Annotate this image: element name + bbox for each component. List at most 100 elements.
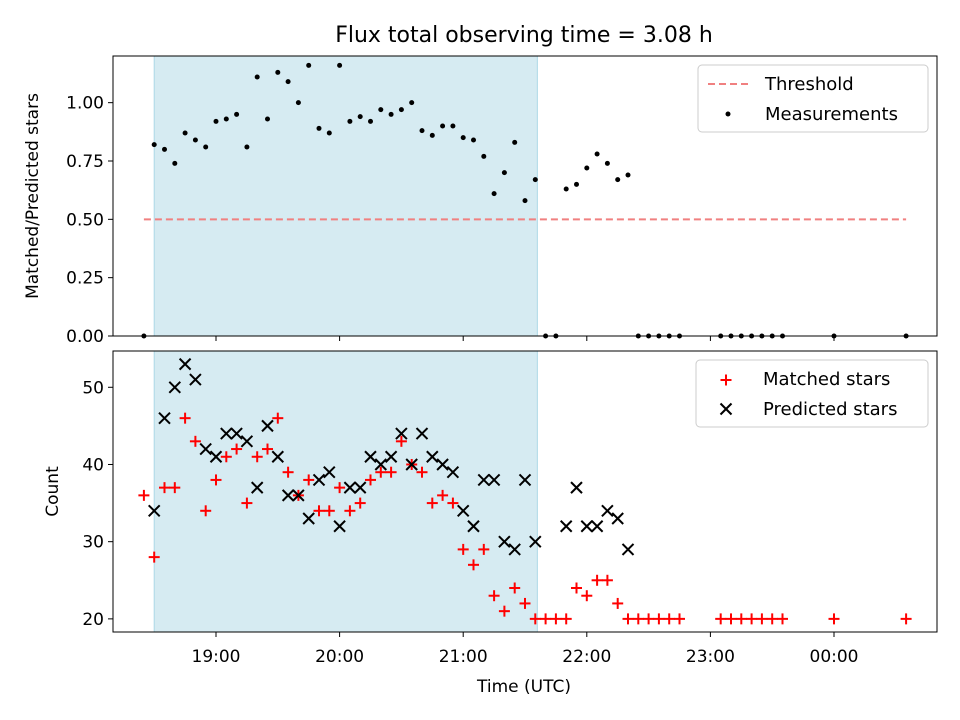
- predicted-star-point: [168, 381, 182, 394]
- matched-star-point: [303, 474, 315, 486]
- measurement-point: [615, 177, 621, 183]
- measurement-point: [574, 181, 579, 187]
- predicted-star-point: [518, 473, 532, 487]
- matched-star-point: [200, 505, 212, 517]
- legend-plus-marker: [720, 374, 732, 386]
- y-tick-label: 40: [82, 455, 104, 475]
- measurement-point: [429, 132, 435, 138]
- predicted-star-point: [220, 427, 233, 440]
- predicted-star-point: [601, 504, 614, 518]
- matched-star-point: [344, 505, 356, 517]
- legend-matched-swatch: [720, 374, 732, 386]
- measurement-point: [398, 107, 404, 113]
- matched-star-point: [251, 451, 263, 463]
- x-tick-label: 21:00: [439, 647, 488, 667]
- predicted-star-point: [621, 543, 635, 556]
- matched-star-point: [674, 613, 685, 625]
- measurement-point: [275, 69, 281, 75]
- predicted-star-point: [147, 504, 161, 518]
- measurement-point: [295, 100, 301, 106]
- measurement-point: [471, 137, 476, 143]
- matched-star-point: [179, 412, 191, 424]
- measurement-point: [151, 142, 157, 148]
- measurement-point: [265, 116, 270, 122]
- top-legend-box: [697, 64, 929, 133]
- matched-star-point: [159, 482, 170, 494]
- bottom-y-axis-label: Count: [43, 466, 63, 517]
- chart-title: Flux total observing time = 3.08 h: [335, 23, 713, 48]
- predicted-star-point: [487, 473, 501, 487]
- measurements-series: [141, 62, 909, 339]
- measurement-point: [326, 130, 332, 136]
- matched-star-point: [365, 474, 376, 486]
- matched-star-point: [395, 435, 407, 447]
- x-tick-label: 00:00: [810, 647, 859, 667]
- bottom-legend: Matched stars Predicted stars: [695, 359, 929, 428]
- matched-star-point: [725, 613, 737, 625]
- predicted-star-point: [209, 450, 223, 463]
- legend-x-marker: [719, 402, 733, 416]
- measurement-point: [172, 160, 178, 166]
- predicted-stars-series: [147, 357, 635, 556]
- measurement-point: [234, 111, 240, 117]
- top-y-axis-label: Matched/Predicted stars: [23, 93, 43, 299]
- predicted-star-point: [364, 450, 377, 463]
- measurement-point: [182, 130, 188, 136]
- predicted-star-point: [189, 373, 202, 386]
- measurement-point: [563, 186, 569, 192]
- measurement-point: [584, 165, 590, 171]
- predicted-star-point: [250, 481, 264, 494]
- matched-star-point: [272, 412, 284, 424]
- measurement-point: [450, 123, 456, 129]
- bottom-x-axis-ticks: 19:00 20:00 21:00 22:00 23:00 00:00: [192, 632, 859, 667]
- matched-star-point: [138, 489, 150, 501]
- predicted-star-point: [498, 535, 511, 548]
- measurement-point: [388, 111, 394, 117]
- measurement-point: [512, 139, 518, 145]
- matched-star-point: [189, 435, 201, 447]
- measurement-point: [254, 74, 260, 80]
- matched-star-point: [416, 466, 428, 478]
- matched-star-point: [354, 497, 366, 509]
- predicted-star-point: [343, 481, 357, 494]
- measurement-point: [460, 135, 466, 141]
- y-tick-label: 0.25: [66, 269, 104, 289]
- matched-star-point: [262, 443, 273, 455]
- measurement-point: [357, 114, 363, 120]
- predicted-star-point: [580, 520, 594, 533]
- predicted-star-point: [230, 427, 243, 440]
- top-x-axis-ticks: [215, 336, 835, 341]
- x-tick-label: 22:00: [562, 647, 611, 667]
- predicted-star-point: [261, 419, 274, 433]
- y-tick-label: 1.00: [66, 94, 104, 114]
- predicted-star-point: [508, 543, 521, 556]
- predicted-star-point: [590, 520, 604, 533]
- matched-star-point: [643, 613, 655, 625]
- measurement-point: [604, 160, 610, 166]
- y-tick-label: 50: [82, 378, 104, 398]
- x-tick-label: 20:00: [315, 647, 364, 667]
- predicted-star-point: [436, 458, 449, 471]
- measurement-point: [223, 116, 229, 122]
- matched-star-point: [385, 466, 397, 478]
- predicted-star-point: [199, 442, 212, 456]
- top-panel: 0.00 0.25 0.50 0.75 1.00 Matched/Predicted s…: [23, 55, 938, 347]
- predicted-star-point: [415, 427, 429, 440]
- measurement-point: [594, 151, 600, 157]
- predicted-star-point: [405, 458, 418, 471]
- matched-star-point: [612, 597, 624, 609]
- legend-threshold-label: Threshold: [764, 74, 854, 95]
- matched-star-point: [715, 613, 727, 625]
- measurement-point: [192, 137, 198, 143]
- y-tick-label: 0.75: [66, 152, 104, 172]
- matched-star-point: [601, 574, 613, 586]
- bottom-plot-frame: [112, 350, 938, 633]
- measurement-point: [481, 153, 487, 159]
- legend-measurements-swatch: [725, 111, 731, 117]
- matched-star-point: [622, 613, 634, 625]
- measurement-point: [532, 177, 538, 183]
- matched-star-point: [766, 613, 778, 625]
- matched-star-point: [282, 466, 294, 478]
- predicted-star-point: [271, 450, 285, 463]
